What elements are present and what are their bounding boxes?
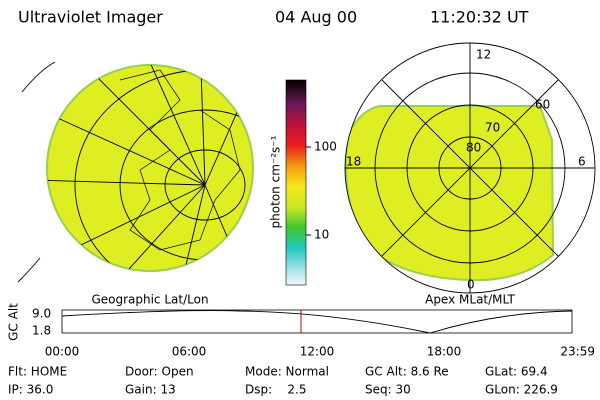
- date: 04 Aug 00: [275, 8, 357, 27]
- time: 11:20:32 UT: [430, 8, 529, 27]
- mlt-label: 12: [476, 48, 491, 62]
- mlt-label: 6: [578, 155, 586, 169]
- status-field: IP: 36.0: [8, 383, 53, 397]
- mlt-label: 18: [346, 155, 361, 169]
- lat-label: 80: [466, 141, 481, 155]
- colorbar-tick: 10: [314, 228, 329, 242]
- altitude-xtick: 12:00: [300, 345, 335, 359]
- altitude-ylabel: GC Alt: [7, 303, 21, 341]
- colorbar-tick: 100: [314, 140, 337, 154]
- altitude-xtick: 18:00: [427, 345, 462, 359]
- status-field: Flt: HOME: [8, 365, 67, 379]
- altitude-ytick: 1.8: [32, 324, 51, 338]
- altitude-ytick: 9.0: [32, 307, 51, 321]
- right-map-label: Apex MLat/MLT: [425, 293, 515, 307]
- status-field: GC Alt: 8.6 Re: [365, 365, 449, 379]
- lat-label: 70: [485, 121, 500, 135]
- altitude-plot: [61, 309, 573, 334]
- altitude-xtick: 23:59: [560, 345, 595, 359]
- altitude-xtick: 06:00: [172, 345, 207, 359]
- altitude-xtick: 00:00: [45, 345, 80, 359]
- lat-label: 60: [535, 98, 550, 112]
- status-field: Dsp: 2.5: [245, 383, 307, 397]
- status-field: Gain: 13: [125, 383, 176, 397]
- title: Ultraviolet Imager: [18, 8, 163, 27]
- status-field: GLon: 226.9: [485, 383, 558, 397]
- status-field: Door: Open: [125, 365, 194, 379]
- colorbar-label: photon cm⁻²s⁻¹: [269, 135, 283, 228]
- status-field: Mode: Normal: [245, 365, 329, 379]
- colorbar: [285, 79, 307, 286]
- right-map: [344, 42, 596, 294]
- footer: Flt: HOME Door: Open Mode: Normal GC Alt: 8…: [8, 365, 558, 397]
- left-map-label: Geographic Lat/Lon: [91, 293, 208, 307]
- status-field: GLat: 69.4: [485, 365, 548, 379]
- status-field: Seq: 30: [365, 383, 411, 397]
- mlt-label: 0: [467, 278, 475, 292]
